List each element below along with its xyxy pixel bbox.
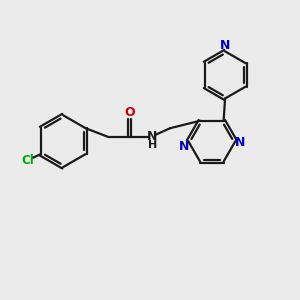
Text: N: N xyxy=(220,39,230,52)
Text: N: N xyxy=(147,130,158,143)
Text: N: N xyxy=(178,140,189,153)
Text: N: N xyxy=(235,136,245,149)
Text: Cl: Cl xyxy=(22,154,34,167)
Text: H: H xyxy=(148,140,157,150)
Text: O: O xyxy=(124,106,135,119)
